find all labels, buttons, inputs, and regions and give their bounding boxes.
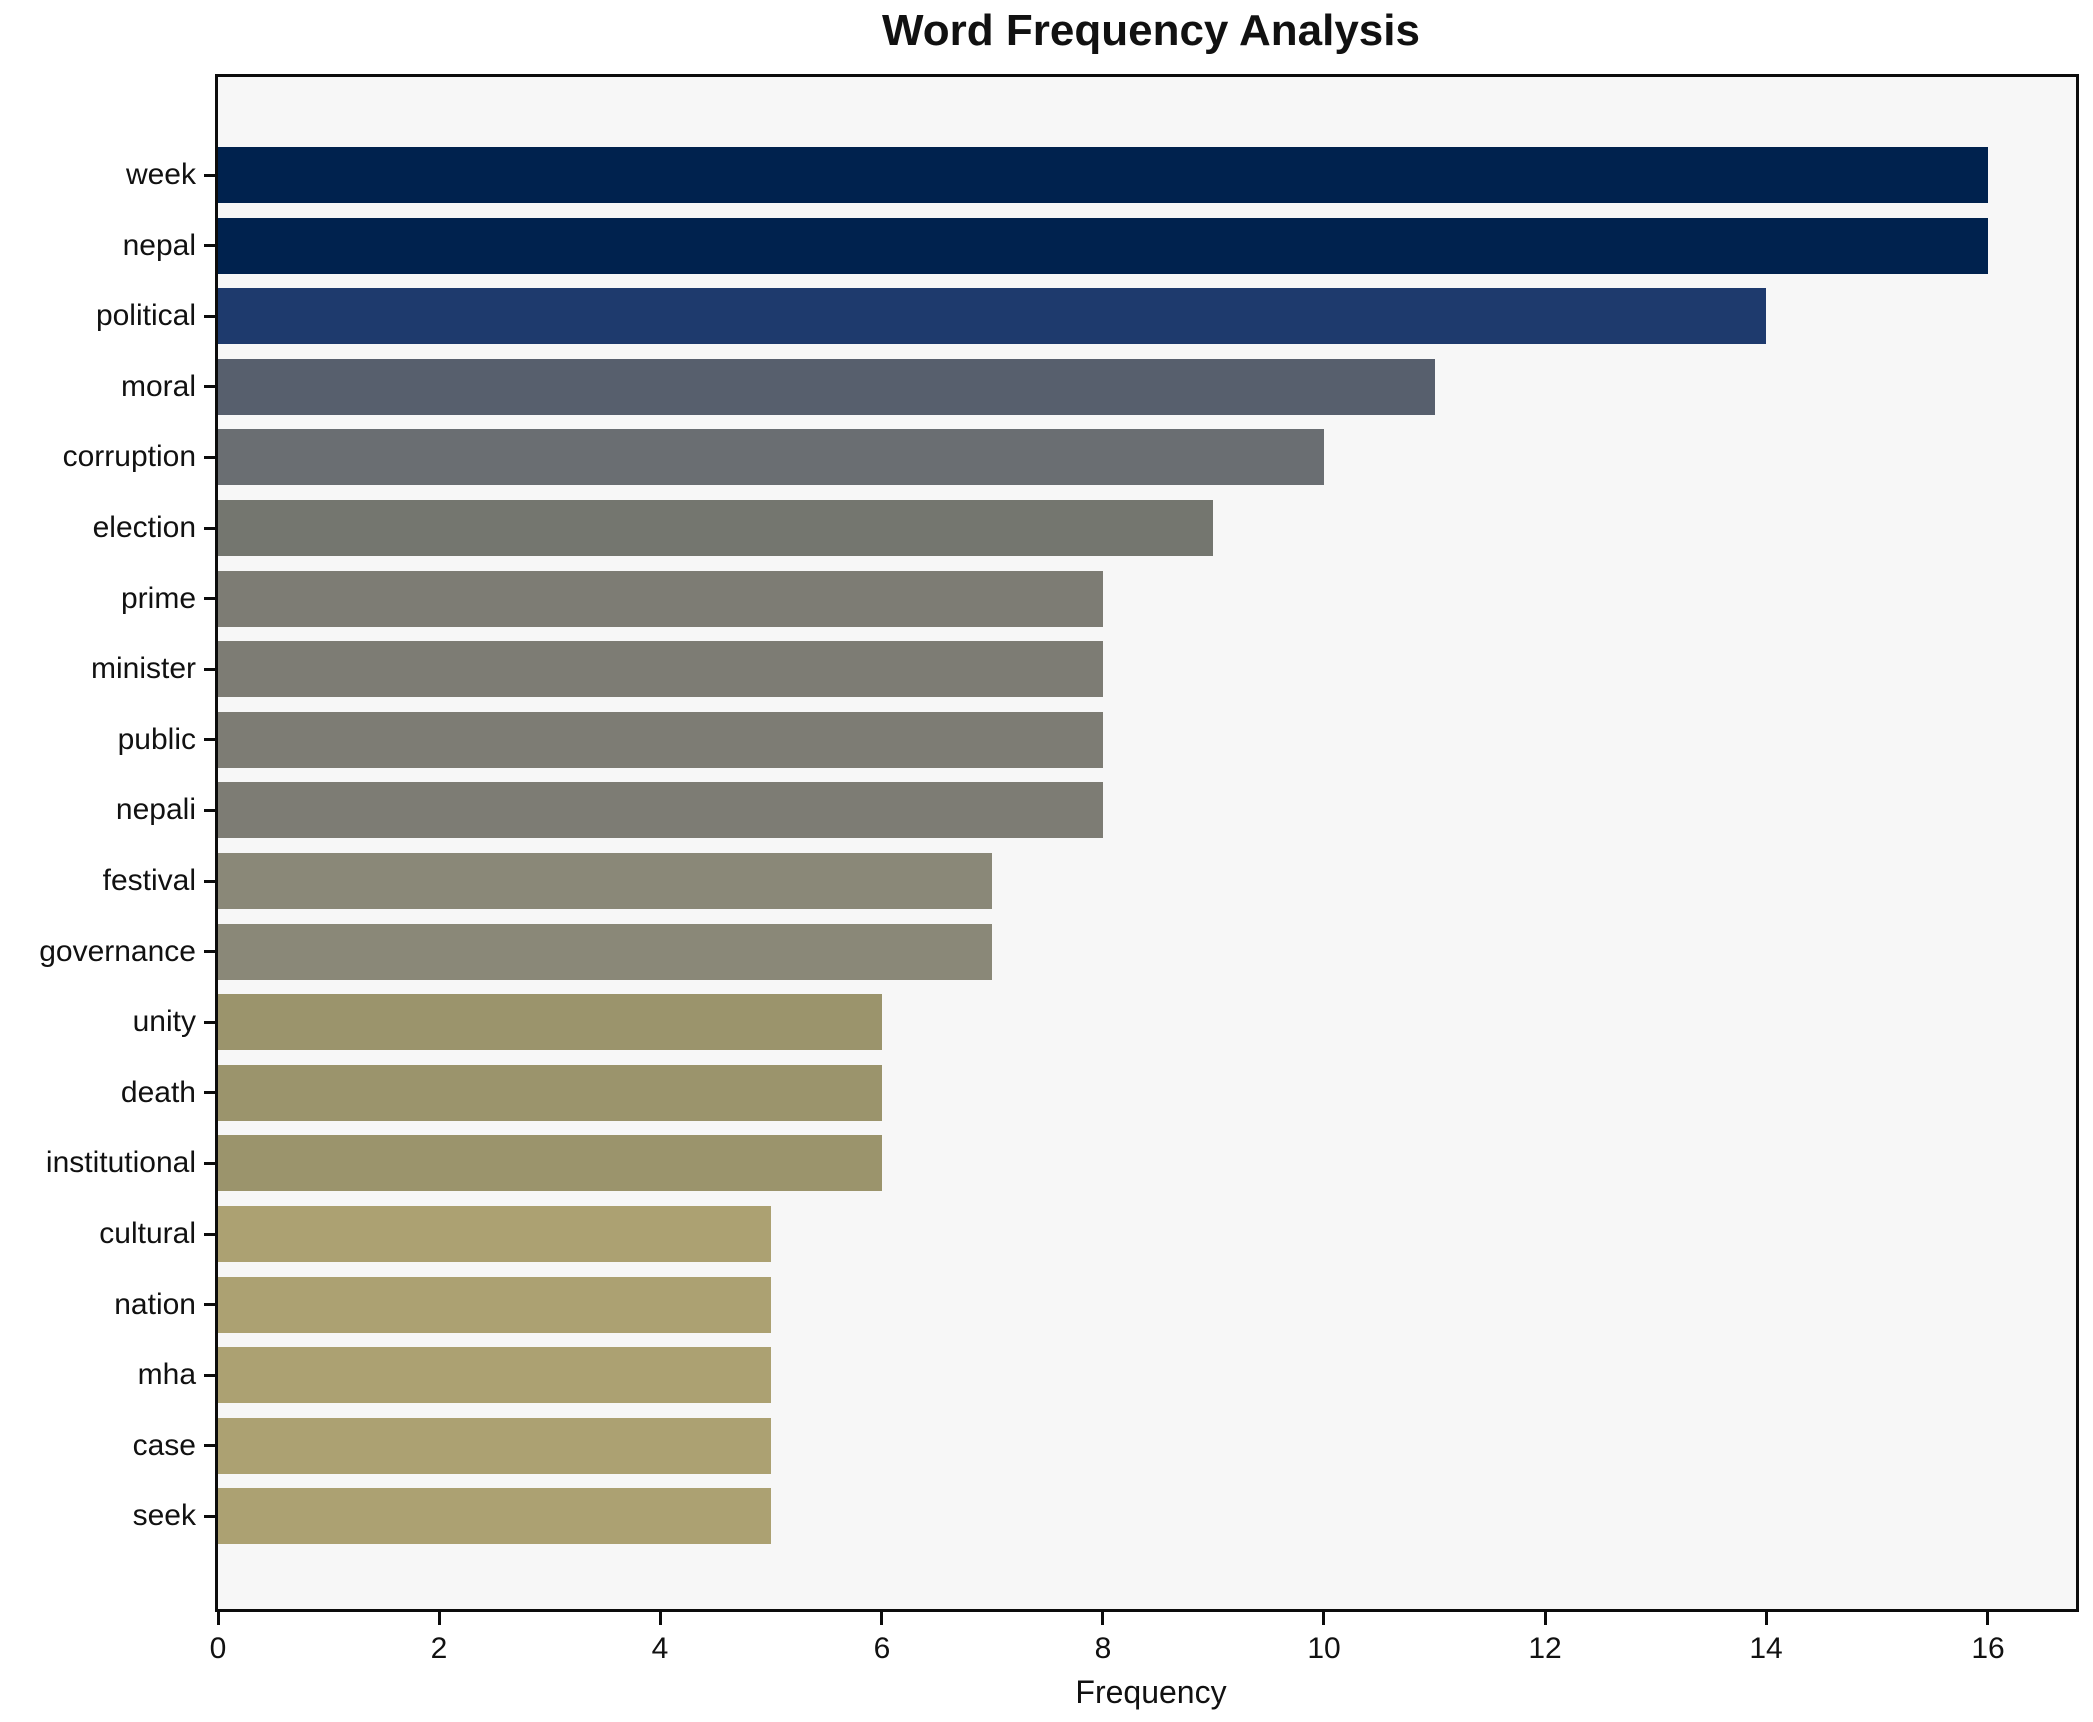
y-tick-mark-nepal <box>204 244 215 247</box>
y-tick-mark-corruption <box>204 456 215 459</box>
bar-week <box>218 147 1988 203</box>
y-tick-label-unity: unity <box>132 1005 196 1038</box>
y-tick-label-festival: festival <box>102 864 196 897</box>
y-tick-label-death: death <box>120 1076 196 1109</box>
bar-mha <box>218 1347 771 1404</box>
x-tick-label-16: 16 <box>1971 1632 2005 1665</box>
x-tick-label-0: 0 <box>209 1632 227 1665</box>
y-tick-mark-week <box>204 174 215 177</box>
y-tick-label-nation: nation <box>114 1288 196 1321</box>
y-tick-mark-election <box>204 527 215 530</box>
bar-governance <box>218 923 992 980</box>
x-tick-label-8: 8 <box>1094 1632 1112 1665</box>
y-tick-mark-institutional <box>204 1162 215 1165</box>
bar-political <box>218 288 1766 345</box>
y-tick-mark-governance <box>204 950 215 953</box>
x-tick-label-12: 12 <box>1528 1632 1562 1665</box>
bar-unity <box>218 994 882 1051</box>
bar-corruption <box>218 429 1324 486</box>
y-tick-label-prime: prime <box>120 582 196 615</box>
y-tick-label-public: public <box>117 723 196 756</box>
bar-nation <box>218 1276 771 1333</box>
bar-institutional <box>218 1135 882 1192</box>
bar-minister <box>218 641 1103 698</box>
y-tick-mark-nepali <box>204 809 215 812</box>
x-tick-mark-6 <box>880 1612 883 1625</box>
bar-death <box>218 1064 882 1121</box>
bar-nepali <box>218 782 1103 839</box>
y-tick-mark-festival <box>204 880 215 883</box>
y-tick-label-week: week <box>125 158 196 191</box>
plot-area <box>215 74 2079 1612</box>
y-tick-mark-political <box>204 315 215 318</box>
y-tick-mark-moral <box>204 385 215 388</box>
bar-festival <box>218 853 992 909</box>
bar-election <box>218 500 1213 556</box>
x-axis-label: Frequency <box>1075 1674 1227 1710</box>
x-tick-mark-16 <box>1986 1612 1989 1625</box>
y-tick-label-mha: mha <box>137 1358 196 1391</box>
y-tick-mark-minister <box>204 668 215 671</box>
x-tick-mark-0 <box>217 1612 220 1625</box>
y-tick-mark-death <box>204 1091 215 1094</box>
y-tick-label-election: election <box>92 511 196 544</box>
y-tick-mark-prime <box>204 597 215 600</box>
bar-seek <box>218 1488 771 1545</box>
y-tick-label-corruption: corruption <box>62 440 196 473</box>
x-tick-label-4: 4 <box>651 1632 669 1665</box>
y-tick-label-nepali: nepali <box>115 793 196 826</box>
bar-prime <box>218 570 1103 627</box>
y-tick-mark-seek <box>204 1515 215 1518</box>
x-tick-label-2: 2 <box>430 1632 448 1665</box>
bar-moral <box>218 358 1435 415</box>
y-tick-mark-case <box>204 1444 215 1447</box>
x-tick-mark-12 <box>1544 1612 1547 1625</box>
x-tick-label-10: 10 <box>1307 1632 1341 1665</box>
y-tick-mark-mha <box>204 1374 215 1377</box>
y-tick-mark-public <box>204 738 215 741</box>
x-tick-mark-10 <box>1322 1612 1325 1625</box>
y-tick-label-nepal: nepal <box>122 229 196 262</box>
y-tick-label-governance: governance <box>39 935 196 968</box>
y-tick-mark-nation <box>204 1303 215 1306</box>
x-tick-mark-4 <box>659 1612 662 1625</box>
bar-nepal <box>218 217 1988 274</box>
y-tick-label-institutional: institutional <box>45 1146 196 1179</box>
chart-title: Word Frequency Analysis <box>882 6 1420 55</box>
y-tick-mark-unity <box>204 1021 215 1024</box>
y-tick-label-case: case <box>132 1429 196 1462</box>
y-tick-mark-cultural <box>204 1233 215 1236</box>
y-tick-label-moral: moral <box>120 370 196 403</box>
x-tick-mark-8 <box>1101 1612 1104 1625</box>
x-tick-mark-14 <box>1765 1612 1768 1625</box>
bar-case <box>218 1417 771 1474</box>
x-tick-label-6: 6 <box>873 1632 891 1665</box>
x-tick-mark-2 <box>438 1612 441 1625</box>
bar-public <box>218 711 1103 768</box>
y-tick-label-minister: minister <box>90 652 196 685</box>
y-tick-label-political: political <box>95 299 196 332</box>
bar-cultural <box>218 1206 771 1262</box>
y-tick-label-seek: seek <box>132 1499 196 1532</box>
y-tick-label-cultural: cultural <box>99 1217 196 1250</box>
x-tick-label-14: 14 <box>1749 1632 1783 1665</box>
